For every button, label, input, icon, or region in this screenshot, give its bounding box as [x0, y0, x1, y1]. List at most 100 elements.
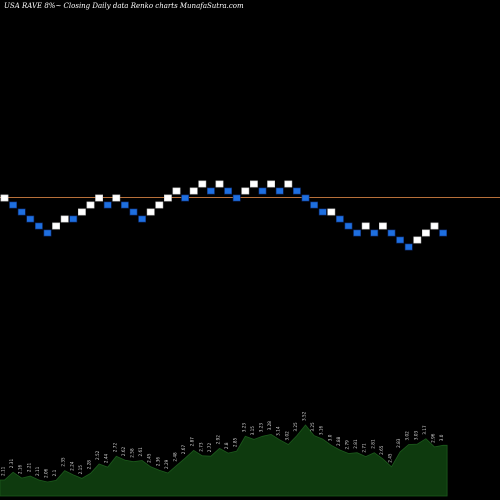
- renko-brick-down: [275, 187, 284, 195]
- volume-value-label: 2.81: [353, 439, 358, 449]
- renko-brick-down: [121, 201, 129, 209]
- volume-value-label: 2.65: [379, 445, 384, 455]
- renko-brick-up: [413, 236, 422, 244]
- volume-value-label: 2.72: [207, 443, 212, 453]
- volume-value-label: 3.02: [284, 431, 289, 441]
- volume-value-label: 2.72: [112, 443, 117, 453]
- renko-brick-up: [378, 222, 387, 230]
- volume-value-label: 2.83: [396, 438, 401, 448]
- volume-value-label: 2.16: [18, 464, 23, 474]
- volume-value-label: 3.52: [302, 411, 307, 421]
- volume-value-label: 3.25: [293, 422, 298, 432]
- renko-brick-up: [155, 201, 164, 209]
- volume-value-label: 3.14: [276, 426, 281, 436]
- volume-value-label: 2.8: [224, 442, 229, 449]
- renko-brick-up: [95, 194, 103, 202]
- renko-brick-down: [17, 208, 26, 216]
- renko-brick-down: [9, 201, 17, 209]
- renko-brick-down: [335, 215, 344, 223]
- chart-title: USA RAVE 8%~ Closing Daily data Renko ch…: [4, 2, 244, 10]
- renko-brick-up: [146, 208, 155, 216]
- renko-brick-up: [52, 222, 60, 230]
- renko-brick-down: [370, 229, 379, 237]
- volume-value-label: 2.67: [181, 445, 186, 455]
- renko-brick-down: [387, 229, 396, 237]
- renko-brick-up: [60, 215, 69, 223]
- volume-value-label: 2.21: [26, 462, 31, 472]
- renko-brick-down: [69, 215, 78, 223]
- renko-brick-down: [103, 201, 112, 209]
- volume-value-label: 3.28: [267, 421, 272, 431]
- renko-brick-up: [241, 187, 250, 195]
- renko-brick-up: [430, 222, 439, 230]
- renko-brick-up: [250, 180, 258, 188]
- volume-value-label: 2.79: [345, 440, 350, 450]
- renko-brick-up: [361, 222, 370, 230]
- renko-brick-up: [267, 180, 275, 188]
- renko-brick-down: [34, 222, 43, 230]
- renko-brick-up: [0, 194, 9, 202]
- volume-value-label: 2.29: [164, 459, 169, 469]
- renko-brick-up: [284, 180, 293, 188]
- volume-value-label: 3.25: [310, 422, 315, 432]
- volume-value-label: 3.0: [439, 434, 444, 441]
- renko-brick-up: [112, 194, 121, 202]
- renko-brick-down: [129, 208, 138, 216]
- volume-value-label: 3.16: [319, 425, 324, 435]
- volume-value-label: 2.45: [388, 453, 393, 463]
- renko-brick-down: [224, 187, 232, 195]
- renko-brick-down: [138, 215, 146, 223]
- renko-brick-down: [318, 208, 327, 216]
- volume-value-label: 2.61: [138, 447, 143, 457]
- volume-value-label: 2.36: [155, 457, 160, 467]
- volume-value-label: 2.06: [44, 468, 49, 478]
- volume-value-label: 3.0: [327, 434, 332, 441]
- volume-value-label: 2.62: [121, 446, 126, 456]
- renko-brick-down: [404, 243, 413, 251]
- renko-brick-up: [78, 208, 86, 216]
- volume-value-label: 2.52: [95, 450, 100, 460]
- volume-value-label: 2.15: [78, 465, 83, 475]
- volume-value-label: 2.81: [370, 439, 375, 449]
- volume-value-label: 3.17: [422, 425, 427, 435]
- renko-brick-down: [310, 201, 318, 209]
- volume-value-label: 2.87: [190, 437, 195, 447]
- volume-value-label: 2.45: [147, 453, 152, 463]
- renko-brick-up: [172, 187, 181, 195]
- volume-value-label: 2.73: [198, 442, 203, 452]
- renko-brick-up: [327, 208, 336, 216]
- renko-brick-down: [439, 229, 447, 237]
- volume-value-label: 2.31: [9, 459, 14, 469]
- renko-brick-up: [421, 229, 430, 237]
- volume-value-label: 2.11: [1, 466, 6, 476]
- renko-brick-down: [353, 229, 361, 237]
- volume-value-label: 2.88: [336, 436, 341, 446]
- renko-brick-down: [344, 222, 353, 230]
- volume-value-label: 3.23: [259, 423, 264, 433]
- renko-brick-down: [292, 187, 301, 195]
- renko-brick-down: [396, 236, 404, 244]
- renko-brick-down: [232, 194, 241, 202]
- renko-brick-down: [43, 229, 52, 237]
- volume-value-label: 2.71: [362, 443, 367, 453]
- volume-value-label: 2.11: [35, 466, 40, 476]
- volume-value-label: 2.44: [104, 453, 109, 463]
- volume-value-label: 2.58: [130, 448, 135, 458]
- renko-brick-up: [215, 180, 224, 188]
- volume-value-label: 2.92: [216, 435, 221, 445]
- volume-value-label: 3.15: [250, 426, 255, 436]
- renko-bricks: [0, 180, 447, 251]
- volume-value-label: 2.48: [173, 452, 178, 462]
- volume-value-label: 2.35: [61, 457, 66, 467]
- renko-brick-up: [189, 187, 198, 195]
- renko-brick-up: [198, 180, 207, 188]
- volume-value-label: 2.85: [233, 437, 238, 447]
- renko-brick-down: [26, 215, 35, 223]
- renko-brick-down: [181, 194, 189, 202]
- renko-brick-down: [301, 194, 310, 202]
- volume-value-label: 3.02: [405, 431, 410, 441]
- renko-brick-down: [207, 187, 215, 195]
- volume-value-label: 3.03: [413, 430, 418, 440]
- volume-value-label: 3.23: [241, 423, 246, 433]
